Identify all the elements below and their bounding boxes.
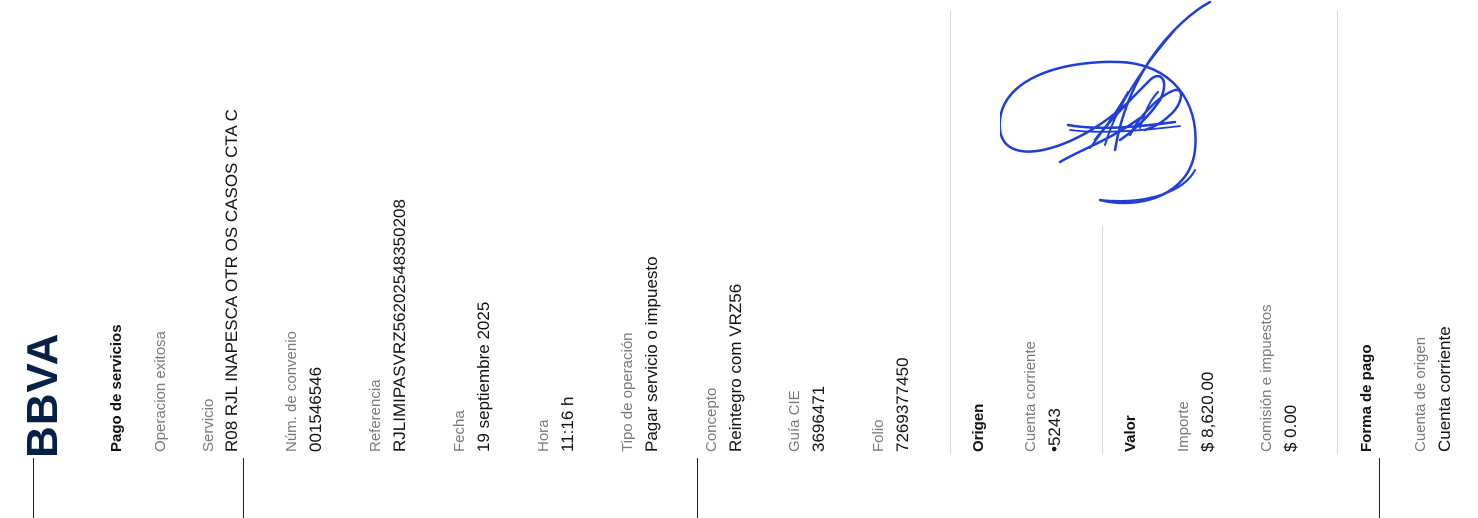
origen-value: •5243 bbox=[1045, 408, 1064, 452]
hora-label: Hora bbox=[535, 419, 552, 452]
referencia-value: RJLIMIPASVRZ562025483502​08 bbox=[390, 199, 409, 452]
concepto-label: Concepto bbox=[703, 387, 720, 452]
handwritten-signature bbox=[1000, 0, 1212, 205]
divider-forma-pago bbox=[1337, 10, 1338, 455]
status-text: Operacion exitosa bbox=[152, 331, 169, 452]
comision-label: Comisión e impuestos bbox=[1258, 304, 1275, 452]
divider-valor bbox=[1102, 225, 1103, 455]
valor-section-title: Valor bbox=[1122, 415, 1139, 452]
servicio-value: R08 RJL INAPESCA OTR OS CASOS CTA C bbox=[222, 109, 241, 452]
cuenta-origen-value: Cuenta corriente bbox=[1435, 326, 1454, 452]
comision-value: $ 0.00 bbox=[1281, 404, 1300, 452]
guia-cie-label: Guía CIE bbox=[786, 390, 803, 452]
fecha-value: 19 septiembre 2025 bbox=[474, 301, 493, 452]
cut-mark-3 bbox=[697, 458, 698, 518]
forma-pago-section-title: Forma de pago bbox=[1358, 344, 1375, 452]
importe-value: $ 8,620.00 bbox=[1198, 371, 1217, 452]
page-title: Pago de servicios bbox=[108, 324, 125, 452]
cuenta-origen-label: Cuenta de origen bbox=[1412, 336, 1429, 452]
importe-label: Importe bbox=[1175, 401, 1192, 452]
cut-mark-1 bbox=[33, 458, 34, 518]
referencia-label: Referencia bbox=[367, 379, 384, 452]
hora-value: 11:16 h bbox=[558, 396, 577, 452]
servicio-label: Servicio bbox=[200, 398, 217, 452]
bbva-logo: BBVA bbox=[18, 332, 67, 458]
fecha-label: Fecha bbox=[451, 410, 468, 452]
cut-mark-4 bbox=[1379, 458, 1380, 518]
tipo-operacion-label: Tipo de operación bbox=[619, 332, 636, 452]
origen-section-title: Origen bbox=[970, 403, 987, 452]
concepto-value: Reintegro com VRZ56 bbox=[726, 283, 745, 452]
divider-origen bbox=[950, 10, 951, 455]
cut-mark-2 bbox=[243, 458, 244, 518]
folio-label: Folio bbox=[870, 419, 887, 452]
origen-label: Cuenta corriente bbox=[1022, 341, 1039, 452]
folio-value: 7269377450 bbox=[893, 357, 912, 452]
convenio-value: 001546546 bbox=[306, 366, 325, 452]
convenio-label: Núm. de convenio bbox=[283, 331, 300, 452]
guia-cie-value: 3696471 bbox=[809, 385, 828, 452]
tipo-operacion-value: Pagar servicio o impuesto bbox=[642, 256, 661, 452]
